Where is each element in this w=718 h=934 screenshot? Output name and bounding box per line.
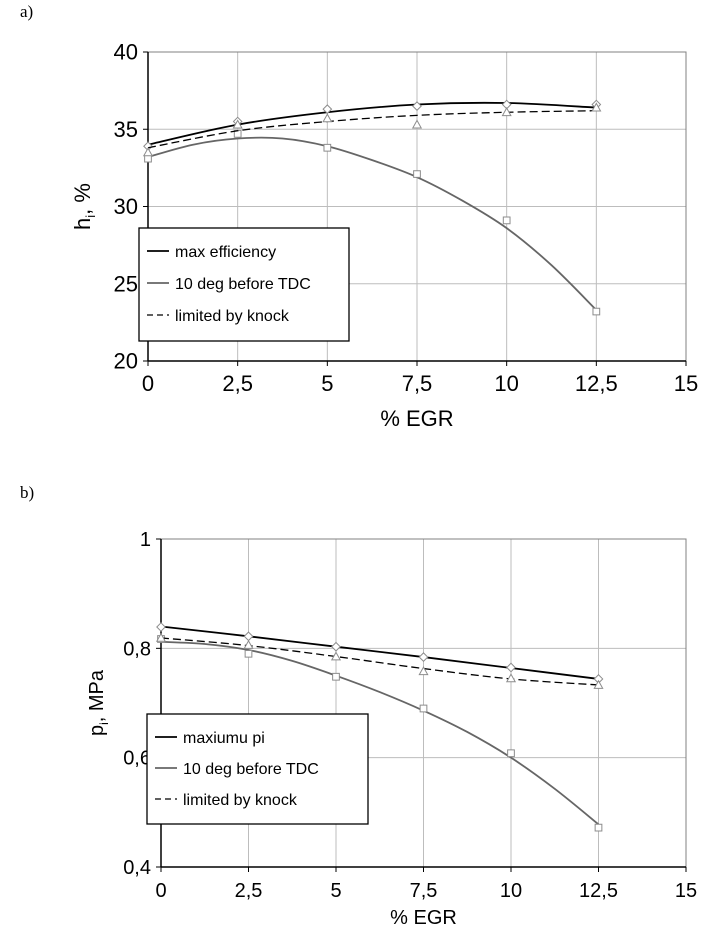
series-line-max-efficiency: [147, 101, 597, 146]
data-point-square: [594, 823, 603, 832]
panel-b-label: b): [20, 483, 35, 502]
data-point-diamond: [331, 641, 341, 652]
panel-a-label: a): [20, 2, 34, 21]
legend: max efficiency 10 deg before TDC limited b…: [138, 227, 350, 342]
x-tick-label: 12,5: [575, 371, 618, 396]
data-point-triangle: [232, 119, 243, 129]
x-axis-title: % EGR: [380, 406, 453, 431]
x-tick-label: 10: [494, 371, 518, 396]
data-point-diamond: [243, 631, 254, 642]
x-tick-label: 2,5: [222, 371, 253, 396]
series-line-10-deg-before-tdc: [147, 136, 597, 311]
data-point-diamond: [418, 652, 429, 662]
data-point-triangle: [142, 147, 154, 157]
x-tick-label: 2,5: [235, 880, 263, 902]
y-tick-label: 40: [114, 40, 138, 65]
legend-box: [146, 713, 369, 825]
legend-label: limited by knock: [183, 792, 298, 809]
series-line-limited-by-knock: [160, 637, 599, 686]
data-point-triangle: [505, 673, 517, 683]
chart-b: 0 2,5 5 7,5 10 12,5 15 0,4 0,6 0,8 1 % EGR pi, MPa ma…: [86, 529, 697, 929]
series-line-maxiumu-pi: [160, 625, 599, 680]
x-tick-label: 7,5: [402, 371, 433, 396]
x-tick-label: 0: [155, 880, 166, 902]
data-point-diamond: [156, 622, 166, 632]
data-point-triangle: [411, 119, 423, 129]
x-tick-label: 5: [330, 880, 341, 902]
y-tick-label: 30: [114, 194, 138, 219]
legend-label: max efficiency: [175, 244, 276, 261]
data-point-triangle: [593, 679, 604, 689]
legend-label: 10 deg before TDC: [183, 761, 319, 778]
data-point-triangle: [330, 651, 342, 661]
chart-a: 0 2,5 5 7,5 10 12,5 15 20 25 30 35 40 % EGR hi, % max …: [70, 40, 698, 431]
data-point-triangle: [322, 113, 333, 123]
y-tick-label: 0,4: [123, 857, 151, 879]
x-tick-label: 7,5: [410, 880, 438, 902]
data-point-diamond: [412, 101, 422, 111]
x-tick-label: 15: [674, 371, 698, 396]
data-point-triangle: [591, 102, 602, 112]
series-line-10-deg-before-tdc: [160, 640, 600, 826]
x-tick-label: 10: [500, 880, 522, 902]
data-point-triangle: [501, 107, 512, 117]
data-point-square: [413, 170, 421, 178]
data-point-diamond: [506, 662, 516, 673]
data-point-triangle: [155, 632, 167, 642]
x-tick-label: 0: [142, 371, 154, 396]
y-tick-label: 25: [114, 271, 138, 296]
y-tick-label: 35: [114, 117, 138, 142]
legend-label: 10 deg before TDC: [175, 276, 311, 293]
data-point-square: [233, 130, 242, 138]
legend-box: [138, 227, 350, 342]
data-point-triangle: [243, 639, 254, 649]
data-point-triangle: [418, 666, 429, 676]
legend-label: limited by knock: [175, 308, 290, 325]
data-point-square: [502, 216, 511, 225]
data-point-square: [323, 143, 332, 152]
x-tick-label: 5: [321, 371, 333, 396]
y-tick-label: 1: [140, 529, 151, 551]
x-tick-label: 12,5: [579, 880, 618, 902]
data-point-square: [244, 649, 253, 658]
x-tick-label: 15: [675, 880, 697, 902]
y-tick-label: 20: [114, 349, 138, 374]
y-axis-title: hi, %: [70, 183, 98, 230]
data-point-square: [592, 307, 601, 316]
x-axis-title: % EGR: [390, 907, 457, 929]
y-tick-label: 0,8: [123, 638, 151, 660]
data-point-square: [419, 704, 428, 713]
y-axis-title: pi, MPa: [86, 669, 111, 736]
data-point-square: [332, 672, 340, 681]
y-tick-label: 0,6: [123, 748, 151, 770]
data-point-square: [507, 749, 515, 758]
legend: maxiumu pi 10 deg before TDC limited by kn…: [146, 713, 369, 825]
legend-label: maxiumu pi: [183, 730, 265, 747]
